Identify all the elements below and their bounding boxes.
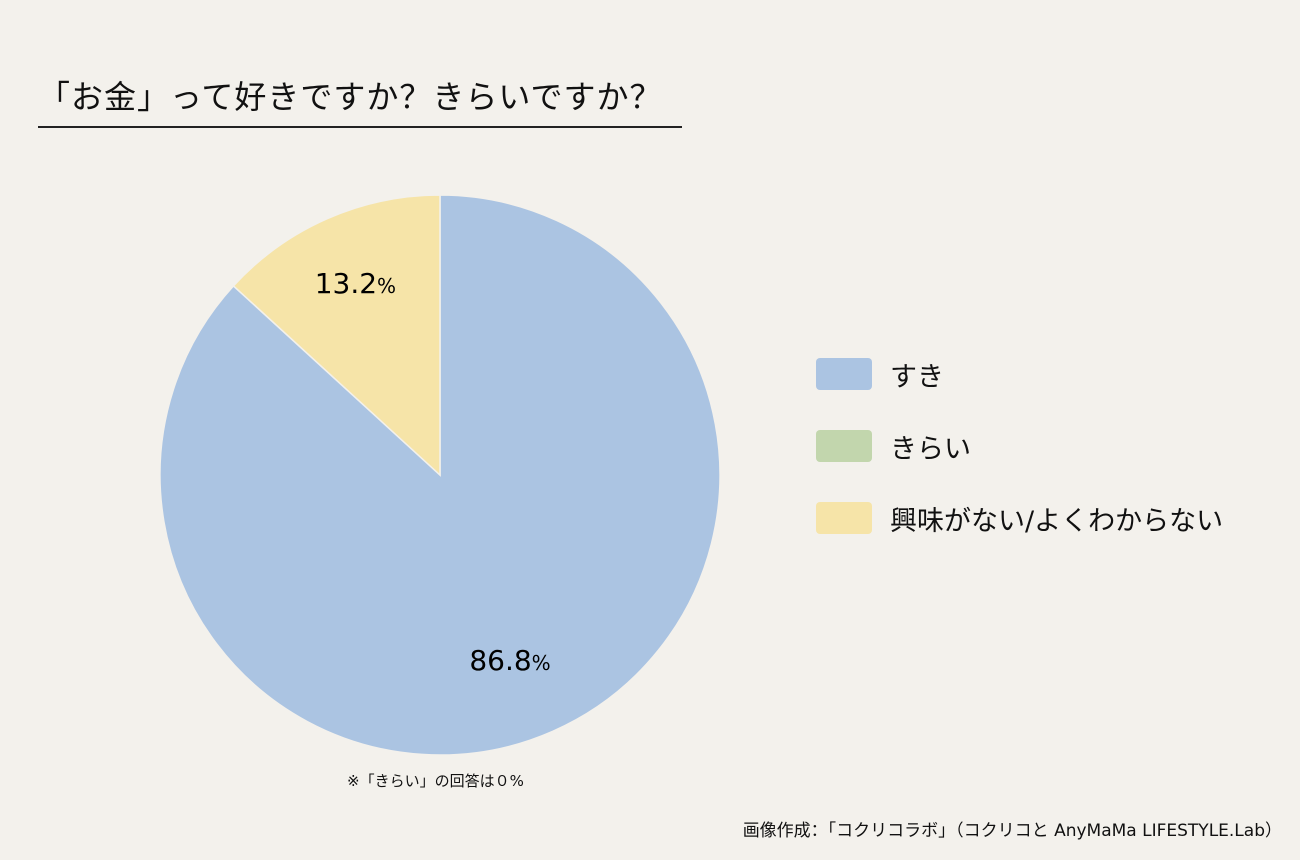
legend-item-kirai: きらい (816, 428, 1223, 465)
legend-swatch (816, 358, 872, 390)
legend: すき きらい 興味がない/よくわからない (816, 356, 1223, 572)
footnote: ※「きらい」の回答は０% (347, 772, 524, 790)
legend-swatch (816, 502, 872, 534)
legend-item-suki: すき (816, 356, 1223, 393)
title-underline (38, 126, 682, 128)
pie-slice-0 (159, 194, 721, 756)
pie-slice-2 (232, 194, 441, 477)
chart-title: 「お金」って好きですか？きらいですか？ (38, 78, 663, 116)
credit: 画像作成：「コクリコラボ」（コクリコと AnyMaMa LIFESTYLE.La… (742, 821, 1282, 841)
data-label-0: 86.8% (469, 644, 550, 677)
legend-item-unknown: 興味がない/よくわからない (816, 500, 1224, 537)
legend-label: きらい (890, 433, 971, 465)
legend-label: 興味がない/よくわからない (890, 505, 1224, 537)
legend-label: すき (890, 361, 944, 393)
legend-swatch (816, 430, 872, 462)
